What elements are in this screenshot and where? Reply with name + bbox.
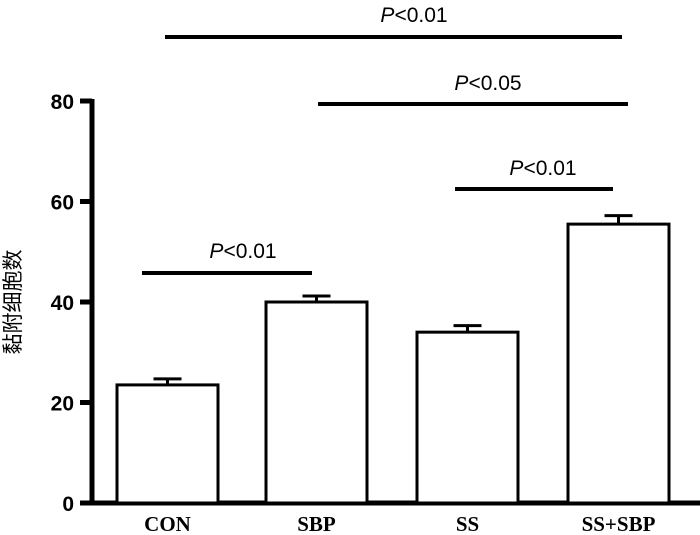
p-value: <0.05 <box>468 72 521 95</box>
significance-label: P<0.01 <box>509 157 576 180</box>
x-tick-label: SS+SBP <box>582 512 656 535</box>
p-value: <0.01 <box>523 157 576 180</box>
bar <box>566 222 671 505</box>
bars <box>115 214 671 505</box>
p-symbol: P <box>509 157 523 180</box>
bar <box>115 383 220 505</box>
y-tick-label: 20 <box>51 393 74 416</box>
x-tick-label: SS <box>456 512 479 535</box>
x-tick-label: CON <box>144 512 191 535</box>
p-value: <0.01 <box>394 4 447 27</box>
x-tick-label: SBP <box>297 512 336 535</box>
significance-annotations: P<0.01P<0.01P<0.05P<0.01 <box>142 4 628 275</box>
y-tick-label: 60 <box>51 192 74 215</box>
y-tick-label: 80 <box>51 91 74 114</box>
bar <box>415 330 520 505</box>
p-value: <0.01 <box>223 240 276 263</box>
y-tick-label: 0 <box>62 493 74 516</box>
p-symbol: P <box>209 240 223 263</box>
p-symbol: P <box>454 72 468 95</box>
bar <box>264 300 369 505</box>
significance-label: P<0.05 <box>454 72 521 95</box>
significance-label: P<0.01 <box>380 4 447 27</box>
y-axis-label: 黏附细胞数 <box>1 250 25 355</box>
p-symbol: P <box>380 4 394 27</box>
y-tick-label: 40 <box>51 292 74 315</box>
significance-label: P<0.01 <box>209 240 276 263</box>
